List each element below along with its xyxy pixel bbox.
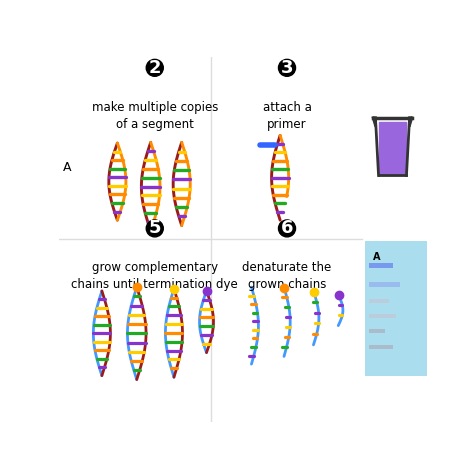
Text: 5: 5	[148, 219, 161, 237]
Text: make multiple copies
of a segment: make multiple copies of a segment	[91, 100, 218, 131]
Circle shape	[279, 220, 295, 237]
Circle shape	[146, 59, 163, 76]
Bar	[365, 241, 427, 376]
Text: grow complementary
chains until termination dye: grow complementary chains until terminat…	[72, 261, 238, 291]
Polygon shape	[379, 121, 406, 175]
Text: denaturate the
grown chains: denaturate the grown chains	[242, 261, 332, 291]
Bar	[369, 299, 389, 302]
Text: 2: 2	[148, 59, 161, 77]
Text: A: A	[373, 253, 381, 263]
Circle shape	[279, 59, 295, 76]
Bar	[369, 314, 396, 318]
Bar	[369, 283, 400, 287]
Text: 6: 6	[281, 219, 293, 237]
Text: attach a
primer: attach a primer	[263, 100, 311, 131]
Bar	[369, 345, 392, 349]
Text: 3: 3	[281, 59, 293, 77]
Circle shape	[146, 220, 163, 237]
Text: A: A	[63, 161, 72, 174]
Bar	[369, 263, 392, 268]
Bar	[369, 329, 385, 333]
